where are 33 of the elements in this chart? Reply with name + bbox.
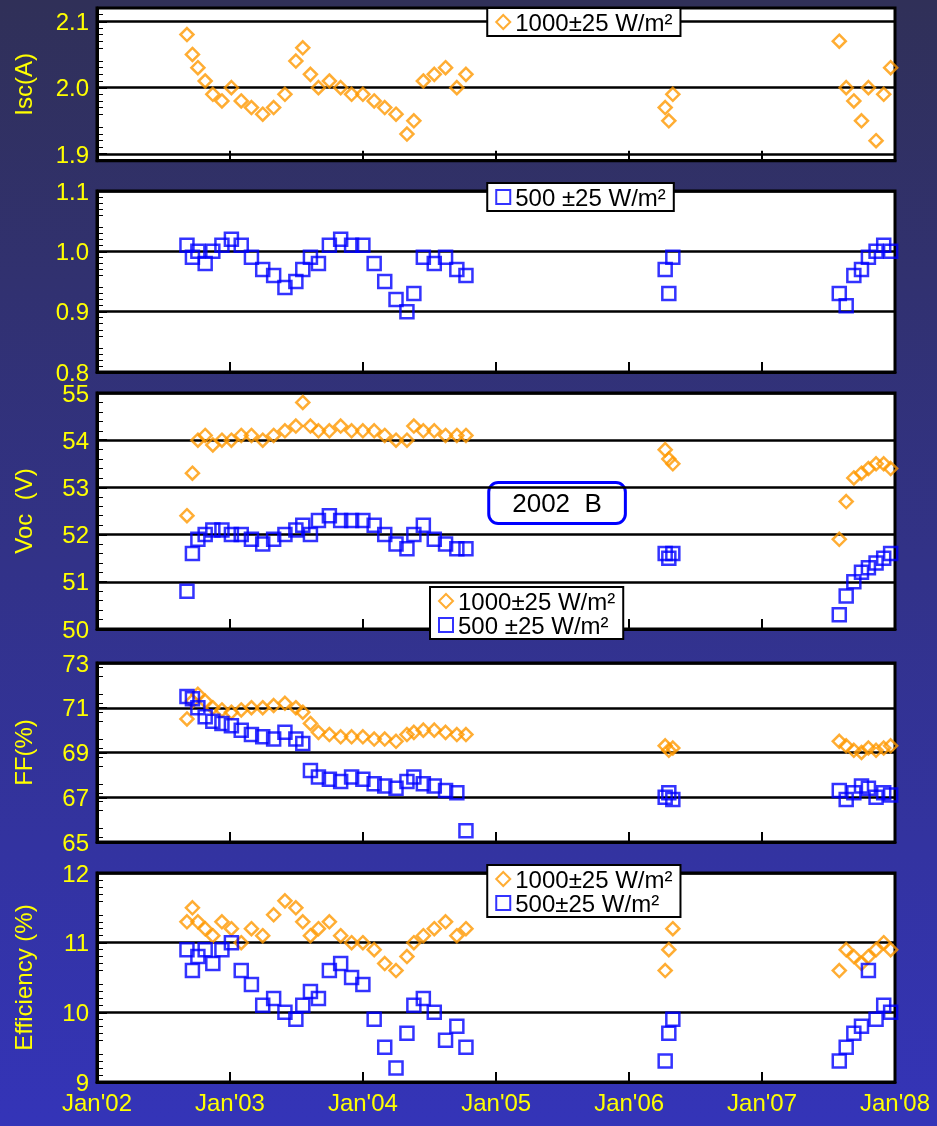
y-tick-label: 1.1 — [55, 177, 89, 205]
y-axis-title: FF(%) — [9, 719, 37, 786]
y-axis-title: Efficiency (%) — [9, 904, 37, 1051]
y-tick-label: 0.8 — [55, 358, 89, 386]
legend-label: 1000±25 W/m² — [515, 8, 673, 36]
x-tick-label: Jan'04 — [327, 1088, 398, 1116]
y-tick-label: 51 — [62, 568, 89, 596]
y-axis-title: Isc(A) — [9, 52, 37, 116]
y-tick-label: 71 — [62, 694, 89, 722]
x-tick-label: Jan'08 — [860, 1088, 930, 1116]
y-tick-label: 10 — [62, 998, 89, 1026]
x-tick-label: Jan'05 — [461, 1088, 532, 1116]
y-tick-label: 53 — [62, 473, 89, 501]
y-tick-label: 67 — [62, 783, 89, 811]
y-tick-label: 52 — [62, 521, 89, 549]
y-tick-label: 1.9 — [55, 140, 89, 168]
y-tick-label: 2.0 — [55, 74, 89, 102]
annotation: 2002 B — [512, 488, 602, 518]
y-tick-label: 1.0 — [55, 237, 89, 265]
y-tick-label: 65 — [62, 828, 89, 856]
x-tick-label: Jan'03 — [194, 1088, 265, 1116]
legend-label: 500 ±25 W/m² — [515, 183, 666, 211]
y-tick-label: 11 — [64, 929, 89, 957]
x-tick-label: Jan'07 — [727, 1088, 798, 1116]
y-tick-label: 0.9 — [55, 298, 89, 326]
y-axis-title: Voc (V) — [9, 468, 37, 554]
y-tick-label: 54 — [62, 426, 89, 454]
y-tick-label: 50 — [62, 615, 89, 643]
y-tick-label: 12 — [62, 859, 89, 887]
y-tick-label: 2.1 — [55, 7, 89, 35]
y-tick-label: 69 — [62, 739, 89, 766]
x-tick-label: Jan'06 — [594, 1088, 665, 1116]
y-tick-label: 73 — [62, 649, 89, 677]
